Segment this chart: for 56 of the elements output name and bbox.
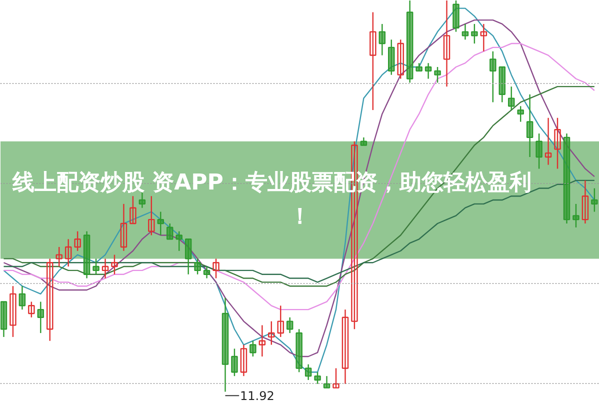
candlestick (203, 266, 210, 279)
candlestick (184, 238, 192, 275)
candlestick (240, 344, 248, 377)
candlestick (268, 320, 275, 346)
candlestick (102, 258, 109, 279)
candlestick (342, 308, 349, 384)
candlestick (526, 94, 534, 158)
candlestick (37, 301, 44, 334)
candlestick (212, 258, 220, 279)
candlestick (304, 364, 312, 381)
candlestick (544, 117, 552, 166)
candlestick (397, 39, 404, 80)
annotation: 11.92 (240, 389, 274, 401)
candlestick (591, 188, 598, 212)
candlestick (388, 39, 395, 76)
candlestick (462, 23, 469, 40)
candlestick (74, 230, 81, 252)
candlestick (452, 0, 460, 32)
candlestick (166, 222, 174, 240)
candlestick (378, 23, 386, 56)
candlestick (111, 254, 118, 275)
candlestick (231, 348, 238, 377)
candlestick (18, 285, 26, 310)
candlestick (424, 62, 432, 80)
candlestick (332, 368, 340, 388)
candlestick (582, 180, 589, 224)
candlestick (148, 196, 155, 236)
candlestick (56, 246, 62, 268)
candlestick (314, 372, 321, 384)
candlestick (130, 196, 136, 224)
candlestick (323, 375, 330, 388)
candlestick (370, 12, 376, 111)
candlestick (554, 117, 561, 170)
candlestick (434, 66, 441, 84)
candlestick (258, 324, 266, 358)
candlestick (176, 230, 182, 252)
candlestick (471, 23, 478, 44)
candlestick (480, 23, 488, 52)
candlestick (508, 86, 515, 111)
candlestick (572, 203, 580, 228)
candlestick (194, 258, 201, 275)
candlestick (536, 132, 542, 170)
candlestick (517, 106, 524, 122)
candlestick (120, 203, 128, 252)
candlestick (286, 316, 294, 334)
candlestick (490, 50, 496, 103)
candlestick (10, 285, 16, 338)
candlestick (64, 238, 72, 268)
candlestick (28, 301, 35, 318)
candlestick (277, 305, 284, 338)
candlestick (92, 258, 100, 275)
candlestick (443, 0, 450, 88)
candlestick (157, 211, 164, 236)
candlestick (250, 340, 256, 358)
candlestick (46, 258, 54, 342)
candlestick (138, 192, 146, 208)
